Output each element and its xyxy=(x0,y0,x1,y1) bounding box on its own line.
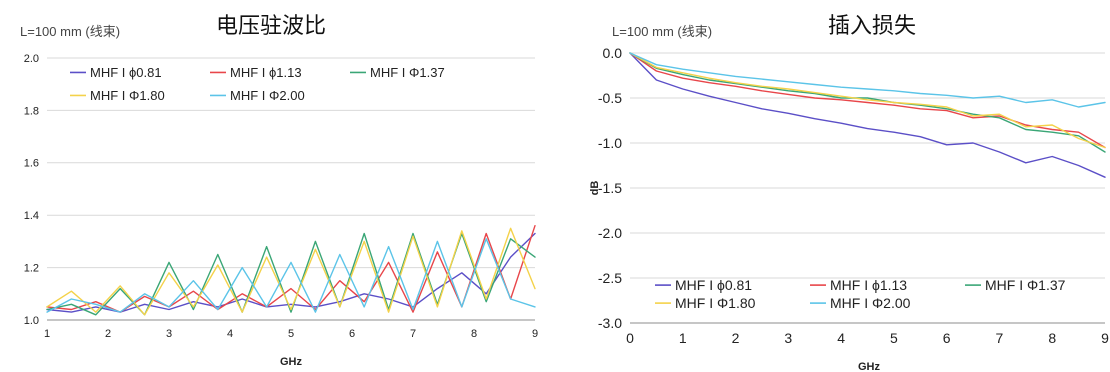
insertion-loss-y-tick-labels: 0.0 -0.5 -1.0 -1.5 -2.0 -2.5 -3.0 xyxy=(598,45,622,331)
insertion-loss-x-tick-label: 0 xyxy=(626,330,634,346)
vswr-series-line-1 xyxy=(46,232,536,313)
vswr-legend-label: MHF I Φ1.37 xyxy=(370,65,445,80)
insertion-loss-chart-subtitle: L=100 mm (线束) xyxy=(612,24,712,39)
vswr-x-tick-label: 3 xyxy=(166,328,172,340)
vswr-series-lines xyxy=(46,224,536,316)
vswr-x-tick-label: 2 xyxy=(105,328,111,340)
insertion-loss-series-line-1 xyxy=(629,52,1106,178)
insertion-loss-legend-label: MHF I Φ1.80 xyxy=(675,295,756,311)
insertion-loss-x-tick-label: 9 xyxy=(1101,330,1109,346)
vswr-series-line-4 xyxy=(46,227,536,316)
insertion-loss-series-lines xyxy=(629,52,1106,178)
insertion-loss-x-axis-title: GHz xyxy=(858,361,881,372)
insertion-loss-legend: MHF I ϕ0.81 MHF I ϕ1.13 MHF I Φ1.37 MHF I Φ… xyxy=(655,277,1066,311)
vswr-x-tick-label: 8 xyxy=(471,328,477,340)
insertion-loss-x-tick-label: 6 xyxy=(943,330,951,346)
vswr-x-tick-label: 1 xyxy=(44,328,50,340)
vswr-gridlines xyxy=(47,57,535,321)
vswr-y-tick-label: 1.6 xyxy=(24,158,39,170)
vswr-y-tick-label: 1.2 xyxy=(24,262,39,274)
insertion-loss-legend-label: MHF I Φ2.00 xyxy=(830,295,911,311)
vswr-x-tick-labels: 1 2 3 4 5 6 7 8 9 xyxy=(44,328,538,340)
vswr-chart-title: 电压驻波比 xyxy=(216,14,326,39)
insertion-loss-series-line-3 xyxy=(629,52,1106,153)
vswr-chart: L=100 mm (线束) 电压驻波比 2.0 1.8 1.6 1.4 1.2 1.0 1… xyxy=(20,14,538,368)
insertion-loss-x-tick-label: 4 xyxy=(837,330,845,346)
insertion-loss-series-line-5 xyxy=(629,52,1106,108)
vswr-chart-subtitle: L=100 mm (线束) xyxy=(20,24,120,39)
vswr-legend-label: MHF I Φ1.80 xyxy=(90,88,165,103)
vswr-x-tick-label: 5 xyxy=(288,328,294,340)
vswr-x-tick-label: 4 xyxy=(227,328,233,340)
vswr-series-line-3 xyxy=(46,232,536,316)
vswr-y-tick-labels: 2.0 1.8 1.6 1.4 1.2 1.0 xyxy=(24,53,39,327)
vswr-x-tick-label: 6 xyxy=(349,328,355,340)
insertion-loss-y-tick-label: -1.0 xyxy=(598,135,622,151)
insertion-loss-y-tick-label: -1.5 xyxy=(598,180,622,196)
vswr-y-tick-label: 1.4 xyxy=(24,210,39,222)
insertion-loss-x-tick-label: 8 xyxy=(1048,330,1056,346)
vswr-x-axis-title: GHz xyxy=(280,356,303,368)
insertion-loss-chart-title: 插入损失 xyxy=(828,14,916,39)
vswr-series-line-2 xyxy=(46,224,536,313)
insertion-loss-y-tick-label: 0.0 xyxy=(603,45,623,61)
insertion-loss-x-tick-labels: 0 1 2 3 4 5 6 7 8 9 xyxy=(626,330,1109,346)
insertion-loss-x-tick-label: 3 xyxy=(784,330,792,346)
insertion-loss-chart: L=100 mm (线束) 插入损失 0.0 -0.5 -1.0 -1.5 -2.0 -2… xyxy=(589,14,1109,372)
insertion-loss-series-line-2 xyxy=(629,52,1106,149)
insertion-loss-y-axis-title: dB xyxy=(589,181,601,196)
vswr-y-tick-label: 1.8 xyxy=(24,105,39,117)
insertion-loss-legend-label: MHF I Φ1.37 xyxy=(985,277,1066,293)
vswr-series-line-5 xyxy=(46,238,536,313)
insertion-loss-y-tick-label: -2.5 xyxy=(598,270,622,286)
vswr-x-tick-label: 7 xyxy=(410,328,416,340)
insertion-loss-x-tick-label: 2 xyxy=(732,330,740,346)
vswr-x-tick-label: 9 xyxy=(532,328,538,340)
vswr-legend-label: MHF I ϕ0.81 xyxy=(90,65,162,80)
insertion-loss-x-tick-label: 5 xyxy=(890,330,898,346)
insertion-loss-x-tick-label: 1 xyxy=(679,330,687,346)
vswr-legend: MHF I ϕ0.81 MHF I ϕ1.13 MHF I Φ1.37 MHF I Φ… xyxy=(70,65,445,103)
insertion-loss-legend-label: MHF I ϕ1.13 xyxy=(830,277,907,293)
insertion-loss-x-tick-label: 7 xyxy=(996,330,1004,346)
vswr-y-tick-label: 1.0 xyxy=(24,315,39,327)
insertion-loss-legend-label: MHF I ϕ0.81 xyxy=(675,277,752,293)
insertion-loss-y-tick-label: -3.0 xyxy=(598,315,622,331)
vswr-y-tick-label: 2.0 xyxy=(24,53,39,65)
insertion-loss-y-tick-label: -2.0 xyxy=(598,225,622,241)
vswr-legend-label: MHF I ϕ1.13 xyxy=(230,65,302,80)
insertion-loss-y-tick-label: -0.5 xyxy=(598,90,622,106)
insertion-loss-series-line-4 xyxy=(629,52,1106,149)
vswr-legend-label: MHF I Φ2.00 xyxy=(230,88,305,103)
